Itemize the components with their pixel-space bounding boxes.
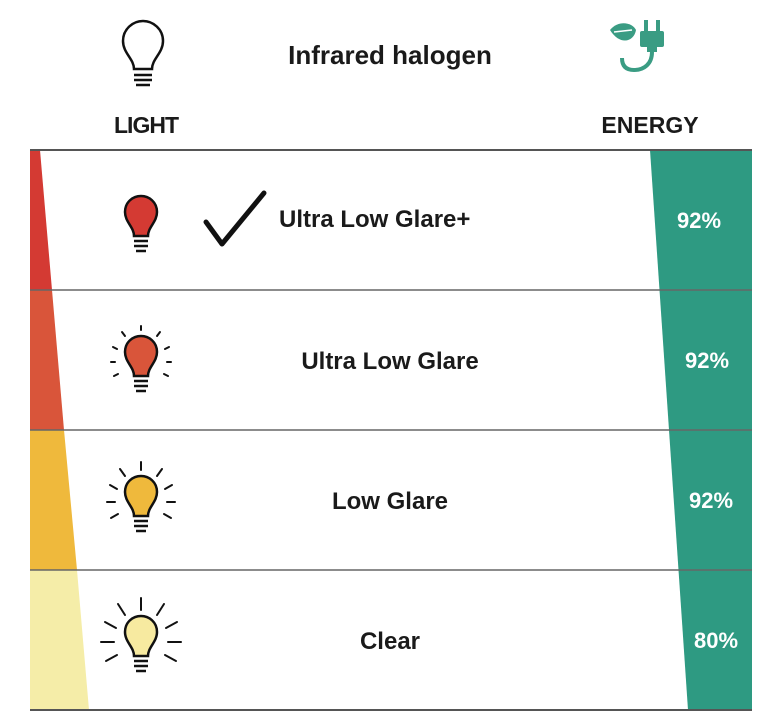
row-label-low-glare: Low Glare [331,488,449,515]
energy-label: ENERGY [601,112,699,138]
bulb-icon [106,461,176,533]
light-label: LIGHT [114,112,179,138]
light-wedge-2 [30,290,64,430]
light-wedge-1 [30,150,52,290]
bulb-icon [110,325,172,393]
light-wedge-4 [30,570,89,710]
bulb-icon [100,597,182,673]
row-label-ultra-low-glare-plus: Ultra Low Glare+ [279,206,471,233]
energy-percent: 80% [694,628,739,653]
row-label-ultra-low-glare: Ultra Low Glare [301,348,479,375]
bulb-outline-icon [121,19,165,87]
checkmark-icon [203,190,267,247]
page-title: Infrared halogen [288,40,492,70]
plug-leaf-icon [610,20,664,73]
energy-percent: 92% [689,488,734,513]
energy-percent: 92% [677,208,722,233]
energy-percent: 92% [685,348,730,373]
light-wedge-3 [30,430,77,570]
row-label-clear: Clear [359,628,421,655]
bulb-icon [123,194,159,253]
